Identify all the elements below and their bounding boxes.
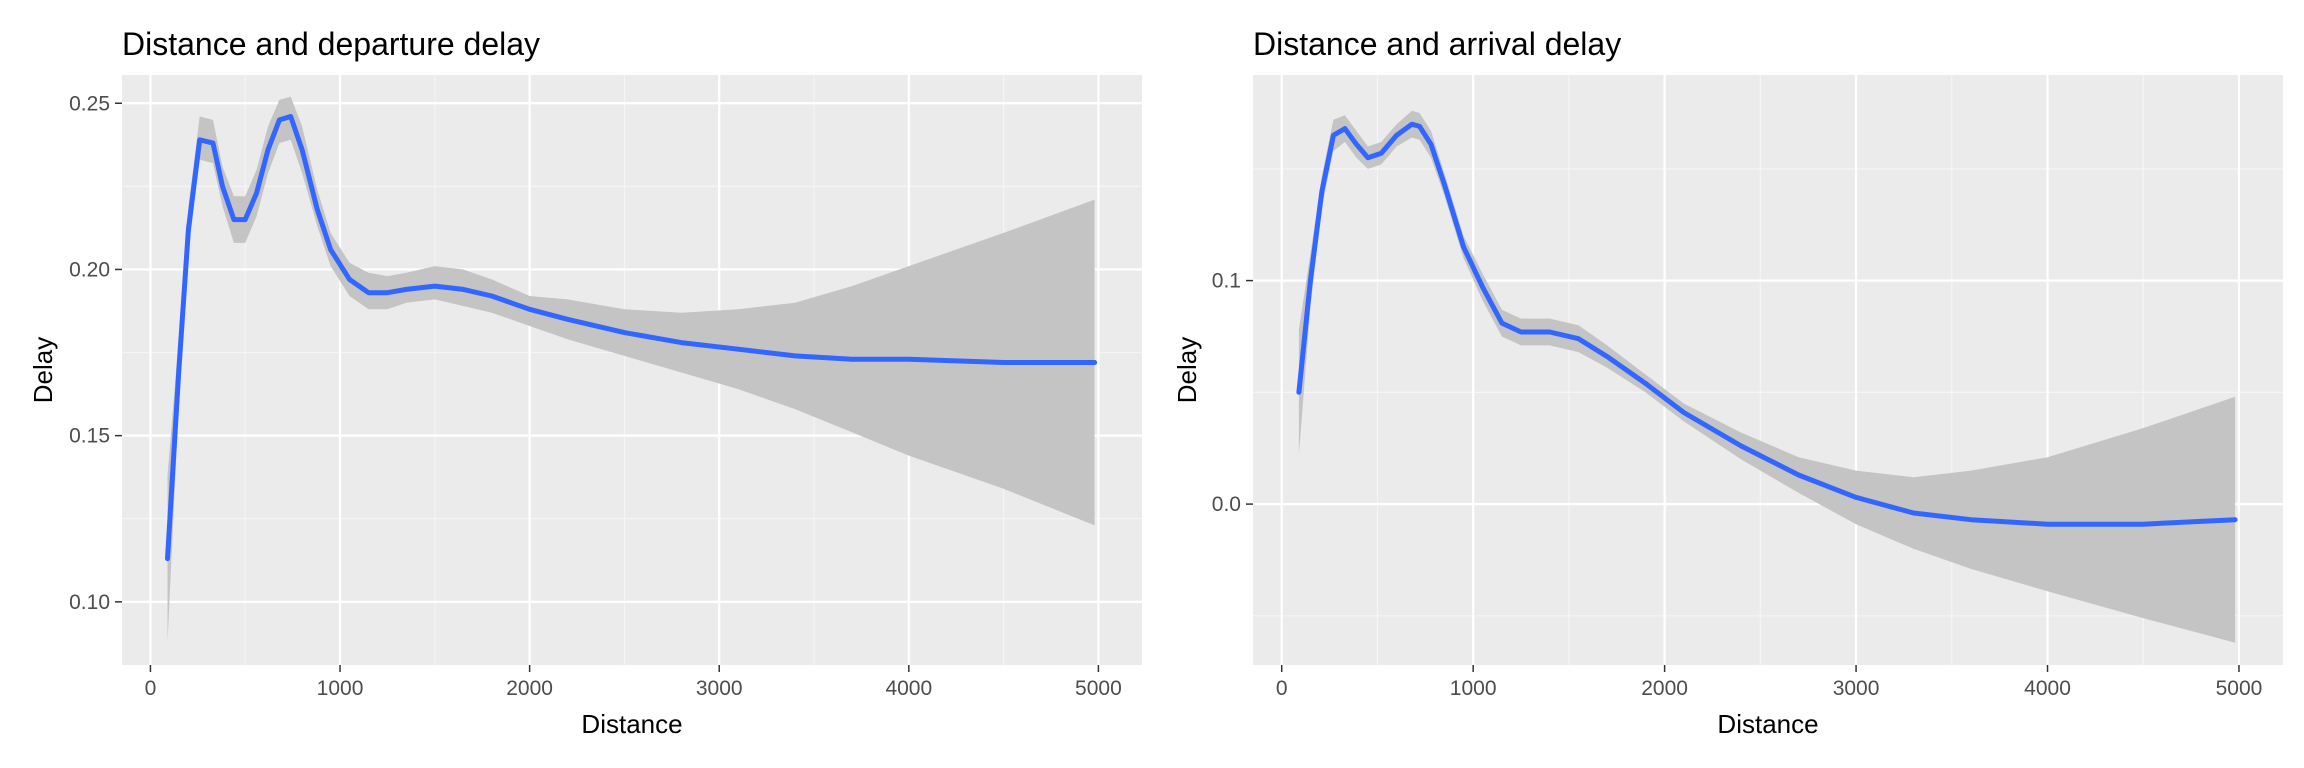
y-axis-title: Delay bbox=[28, 337, 58, 403]
y-ticks: 0.10 0.15 0.20 0.25 bbox=[69, 92, 122, 614]
y-tick-label: 0.10 bbox=[69, 591, 110, 614]
x-tick-label: 0 bbox=[1276, 677, 1288, 700]
x-tick-label: 4000 bbox=[885, 677, 932, 700]
chart-arrival-delay: Distance and arrival delay 0 1000 2000 3000… bbox=[1172, 26, 2283, 739]
gridlines bbox=[1253, 75, 2283, 665]
confidence-ribbon bbox=[1298, 110, 2236, 643]
confidence-ribbon bbox=[167, 96, 1095, 642]
x-axis-title: Distance bbox=[581, 709, 682, 739]
y-ticks: 0.0 0.1 bbox=[1212, 270, 1253, 516]
x-tick-label: 5000 bbox=[1075, 677, 1122, 700]
smooth-line bbox=[165, 114, 1098, 562]
x-ticks: 0 1000 2000 3000 4000 5000 bbox=[145, 665, 1122, 700]
y-tick-label: 0.0 bbox=[1212, 493, 1241, 516]
x-tick-label: 2000 bbox=[1641, 677, 1688, 700]
x-tick-label: 3000 bbox=[1833, 677, 1880, 700]
x-tick-label: 3000 bbox=[696, 677, 743, 700]
smooth-line bbox=[1296, 121, 2238, 527]
x-tick-label: 0 bbox=[145, 677, 157, 700]
chart-departure-delay: Distance and departure delay 0 1000 2000 30… bbox=[28, 26, 1142, 739]
y-tick-label: 0.25 bbox=[69, 92, 110, 115]
x-ticks: 0 1000 2000 3000 4000 5000 bbox=[1276, 665, 2262, 700]
x-tick-label: 1000 bbox=[1450, 677, 1497, 700]
x-tick-label: 1000 bbox=[317, 677, 364, 700]
y-tick-label: 0.1 bbox=[1212, 270, 1241, 293]
y-tick-label: 0.20 bbox=[69, 258, 110, 281]
x-tick-label: 5000 bbox=[2216, 677, 2263, 700]
chart-title: Distance and departure delay bbox=[122, 26, 540, 62]
y-axis-title: Delay bbox=[1172, 337, 1202, 403]
y-tick-label: 0.15 bbox=[69, 425, 110, 448]
x-axis-title: Distance bbox=[1717, 709, 1818, 739]
x-tick-label: 2000 bbox=[506, 677, 553, 700]
chart-title: Distance and arrival delay bbox=[1253, 26, 1621, 62]
x-tick-label: 4000 bbox=[2024, 677, 2071, 700]
